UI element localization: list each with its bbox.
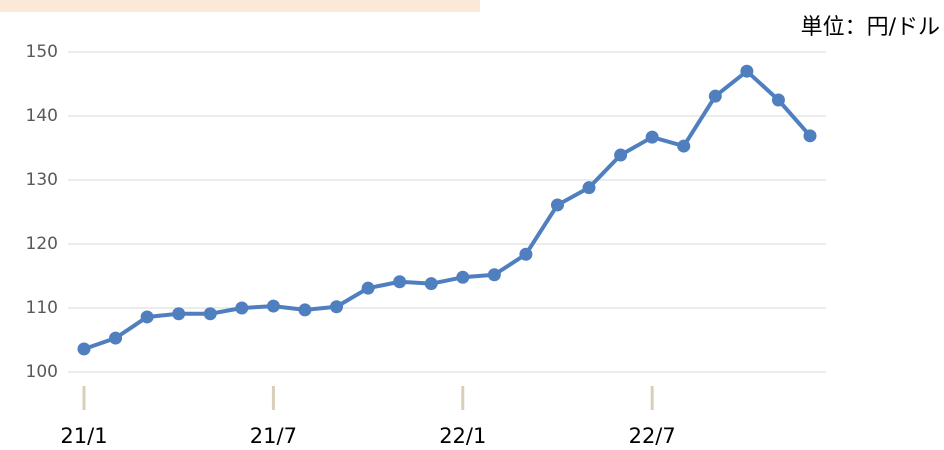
- data-point: [393, 275, 407, 289]
- data-point: [140, 310, 154, 324]
- data-point: [582, 181, 596, 195]
- x-tick-label: 21/1: [60, 424, 107, 446]
- data-point: [172, 307, 186, 321]
- data-point: [424, 277, 438, 291]
- y-tick-label: 150: [26, 42, 58, 62]
- data-point: [235, 301, 249, 315]
- y-tick-label: 100: [26, 362, 58, 382]
- data-point: [645, 130, 659, 144]
- data-point: [298, 303, 312, 317]
- data-point: [456, 270, 470, 284]
- x-tick-label: 22/1: [439, 424, 486, 446]
- data-point: [771, 93, 785, 107]
- y-tick-label: 140: [26, 106, 58, 126]
- data-point: [203, 307, 217, 321]
- header-band: [0, 0, 480, 12]
- data-point: [803, 129, 817, 143]
- data-point: [614, 148, 628, 162]
- data-point: [266, 299, 280, 313]
- data-point: [519, 247, 533, 261]
- data-point: [740, 64, 754, 78]
- x-tick-label: 21/7: [250, 424, 297, 446]
- y-tick-label: 110: [26, 298, 58, 318]
- data-point: [708, 89, 722, 103]
- y-tick-label: 120: [26, 234, 58, 254]
- x-tick-label: 22/7: [629, 424, 676, 446]
- data-point: [550, 198, 564, 212]
- unit-label: 単位：円/ドル: [801, 15, 940, 40]
- series-line: [83, 69, 812, 351]
- data-point: [109, 331, 123, 345]
- data-point: [361, 281, 375, 295]
- y-tick-label: 130: [26, 170, 58, 190]
- data-point: [330, 300, 344, 314]
- data-point: [487, 268, 501, 282]
- data-point: [77, 342, 91, 356]
- data-point: [677, 139, 691, 153]
